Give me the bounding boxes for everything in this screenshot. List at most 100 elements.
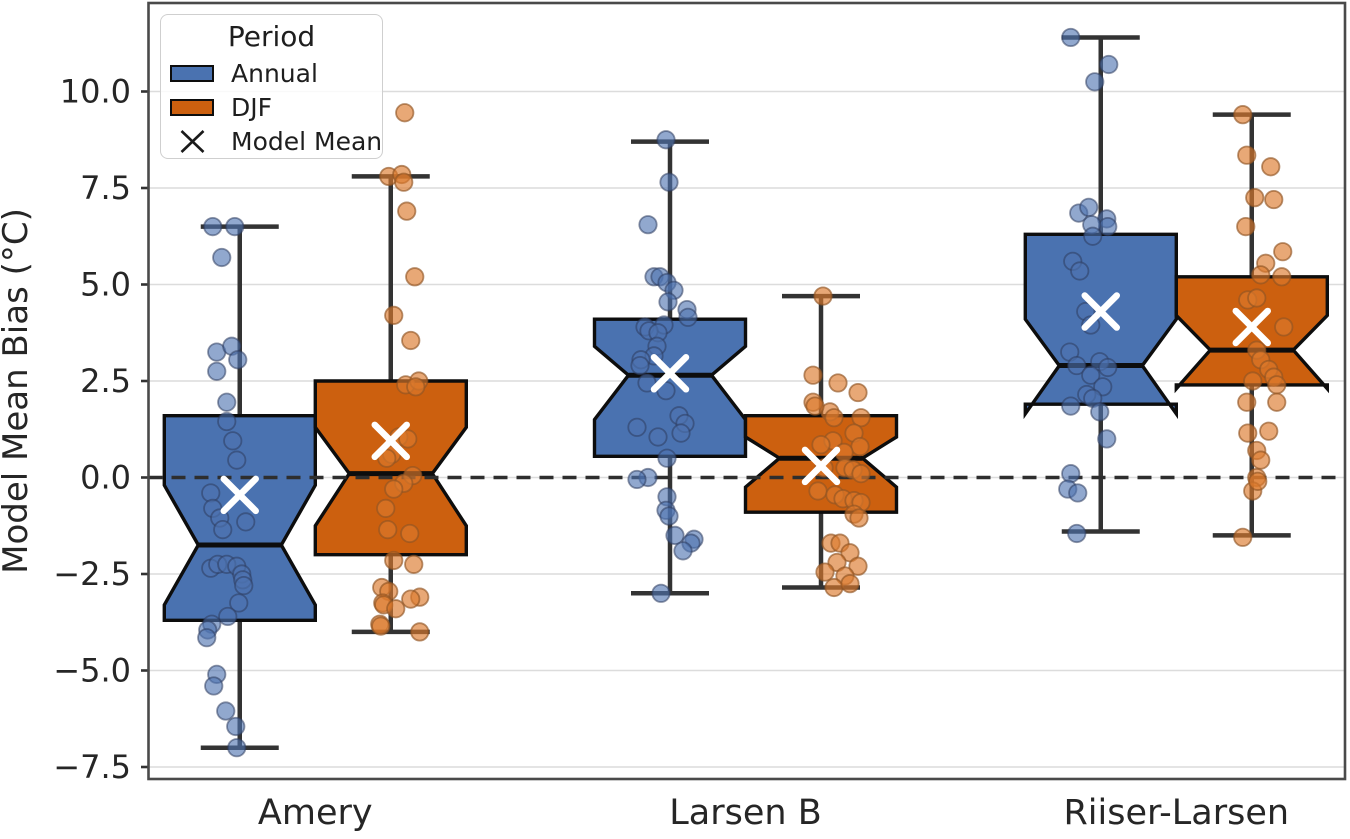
model-mean-marker [220, 475, 259, 515]
model-point [659, 506, 679, 526]
y-tick-label: 0.0 [80, 459, 131, 497]
model-point [1061, 396, 1081, 416]
x-category-labels: Amery Larsen B Riiser-Larsen [258, 793, 1289, 833]
model-point [678, 307, 698, 327]
model-point [1251, 450, 1271, 470]
model-mean-marker [1081, 292, 1120, 331]
model-point [395, 103, 415, 123]
model-point [1067, 355, 1087, 376]
model-point [204, 676, 224, 696]
model-point [401, 330, 421, 351]
model-point [1245, 188, 1265, 208]
y-tick-label: 7.5 [80, 169, 131, 207]
model-point [637, 373, 657, 393]
x-category-label: Larsen B [669, 793, 821, 833]
model-point [1090, 402, 1110, 422]
box-djf-amery [313, 379, 468, 557]
model-point [1272, 267, 1292, 287]
model-point [659, 172, 679, 192]
model-point [1267, 392, 1287, 412]
model-point [228, 350, 248, 370]
model-point [1261, 157, 1281, 177]
model-point [378, 520, 398, 540]
scatter-points [197, 27, 1294, 758]
legend-item-annual: Annual [161, 59, 382, 88]
x-marker-icon [801, 446, 841, 486]
model-point [671, 423, 691, 443]
model-point [811, 435, 831, 455]
x-marker-icon [170, 129, 214, 154]
model-point [849, 508, 869, 528]
legend: Period Annual DJF Model Mean [160, 14, 383, 159]
model-point [1243, 371, 1263, 391]
model-point [404, 554, 424, 574]
model-point [1273, 242, 1293, 262]
model-point [1233, 105, 1253, 125]
model-point [1099, 54, 1119, 75]
y-tick-label: 10.0 [60, 73, 131, 111]
model-point [815, 562, 835, 582]
x-marker-icon [220, 475, 259, 515]
model-mean-markers [220, 292, 1271, 515]
model-point [218, 606, 238, 627]
legend-item-label: Model Mean [231, 126, 383, 156]
model-point [803, 365, 823, 385]
model-point [657, 448, 677, 468]
model-point [630, 355, 650, 376]
model-point [665, 525, 685, 546]
model-point [397, 201, 417, 221]
model-point [398, 429, 418, 449]
model-point [850, 437, 870, 457]
model-point [1248, 471, 1268, 491]
model-point [410, 622, 430, 642]
model-point [400, 523, 420, 544]
model-point [824, 577, 844, 598]
model-point [386, 599, 406, 619]
model-point [656, 381, 676, 401]
model-point [1264, 189, 1284, 210]
model-point [656, 130, 676, 150]
model-point [627, 469, 647, 490]
legend-item-djf: DJF [161, 93, 382, 122]
model-mean-marker [650, 354, 690, 393]
model-point [1097, 429, 1117, 449]
model-mean-marker [371, 421, 410, 461]
model-point [813, 286, 833, 306]
model-point [1237, 392, 1257, 412]
model-point [805, 396, 825, 416]
model-point [851, 408, 871, 428]
model-point [673, 541, 693, 561]
y-tick-label: −5.0 [53, 652, 131, 690]
model-point [808, 481, 828, 501]
model-point [197, 628, 217, 648]
model-point [406, 377, 426, 397]
model-point [371, 616, 391, 636]
model-point [824, 408, 844, 428]
model-point [1079, 197, 1099, 217]
model-point [627, 417, 647, 437]
plot-frame [147, 1, 1347, 781]
model-point [203, 217, 223, 237]
model-point [848, 382, 868, 403]
y-tick-label: −7.5 [53, 748, 131, 786]
model-point [1083, 226, 1103, 246]
model-point [236, 512, 256, 532]
x-marker-icon [1232, 307, 1271, 347]
x-marker-icon [371, 421, 410, 461]
model-point [1067, 523, 1087, 544]
model-point [1251, 265, 1271, 285]
model-point [840, 574, 860, 594]
model-point [1061, 464, 1081, 484]
model-point [384, 550, 404, 571]
djf-box-swatch-icon [170, 98, 214, 116]
model-point [223, 431, 243, 451]
model-point [1238, 423, 1258, 443]
y-tick-label: 5.0 [80, 266, 131, 304]
model-point [1233, 527, 1253, 547]
model-point [851, 464, 871, 484]
boxes [162, 232, 1330, 622]
model-point [651, 583, 671, 603]
model-point [648, 427, 668, 447]
model-point [1061, 27, 1081, 48]
